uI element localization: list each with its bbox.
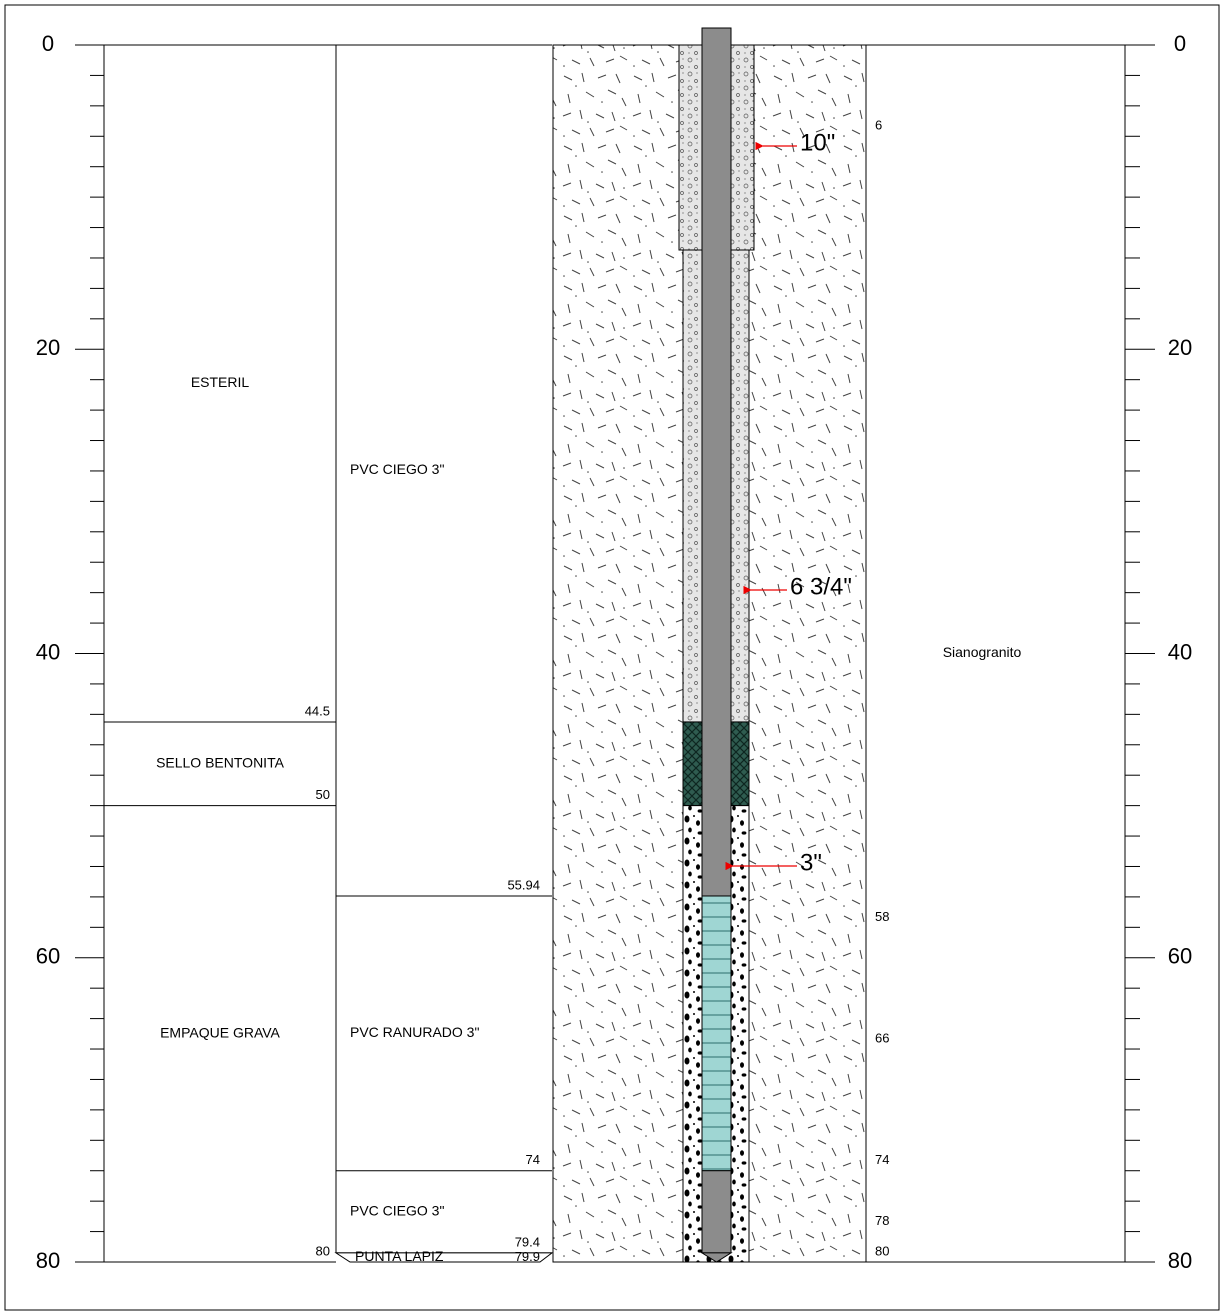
depth-mark: 58: [875, 909, 889, 924]
frame: [4, 4, 1220, 1311]
diameter-label: 6 3/4": [790, 573, 852, 600]
depth-value: 74: [526, 1152, 540, 1167]
interval-label: ESTERIL: [191, 374, 250, 390]
depth-value: 55.94: [507, 877, 540, 892]
formation-label: Sianogranito: [943, 644, 1022, 660]
pencil-tip: [334, 1252, 554, 1263]
interval-label: PUNTA LAPIZ: [355, 1248, 444, 1264]
diameter-label: 10": [800, 129, 835, 156]
depth-value: 79.4: [515, 1234, 540, 1249]
blind-pipe: [701, 27, 732, 897]
depth-value: 80: [316, 1243, 330, 1258]
interval-label: EMPAQUE GRAVA: [160, 1025, 280, 1041]
screen-pipe: [701, 895, 732, 1172]
depth-mark: 78: [875, 1213, 889, 1228]
interval-label: PVC CIEGO 3": [350, 461, 444, 477]
depth-value: 50: [316, 787, 330, 802]
depth-mark: 66: [875, 1030, 889, 1045]
depth-mark: 74: [875, 1152, 889, 1167]
depth-label: 80: [36, 1248, 60, 1273]
depth-label: 40: [1168, 639, 1192, 664]
depth-label: 20: [36, 335, 60, 360]
interval-label: SELLO BENTONITA: [156, 754, 285, 770]
depth-label: 60: [1168, 944, 1192, 969]
depth-mark: 80: [875, 1243, 889, 1258]
depth-label: 0: [1174, 31, 1186, 56]
depth-label: 20: [1168, 335, 1192, 360]
depth-label: 0: [42, 31, 54, 56]
depth-value: 44.5: [305, 703, 330, 718]
blind-pipe: [701, 1170, 732, 1254]
pipe-tip: [700, 1252, 733, 1263]
depth-label: 40: [36, 639, 60, 664]
depth-label: 60: [36, 944, 60, 969]
diameter-label: 3": [800, 849, 822, 876]
interval-label: PVC CIEGO 3": [350, 1203, 444, 1219]
depth-mark: 6: [875, 118, 882, 133]
depth-value: 79.9: [515, 1249, 540, 1264]
interval-label: PVC RANURADO 3": [350, 1024, 479, 1040]
depth-label: 80: [1168, 1248, 1192, 1273]
